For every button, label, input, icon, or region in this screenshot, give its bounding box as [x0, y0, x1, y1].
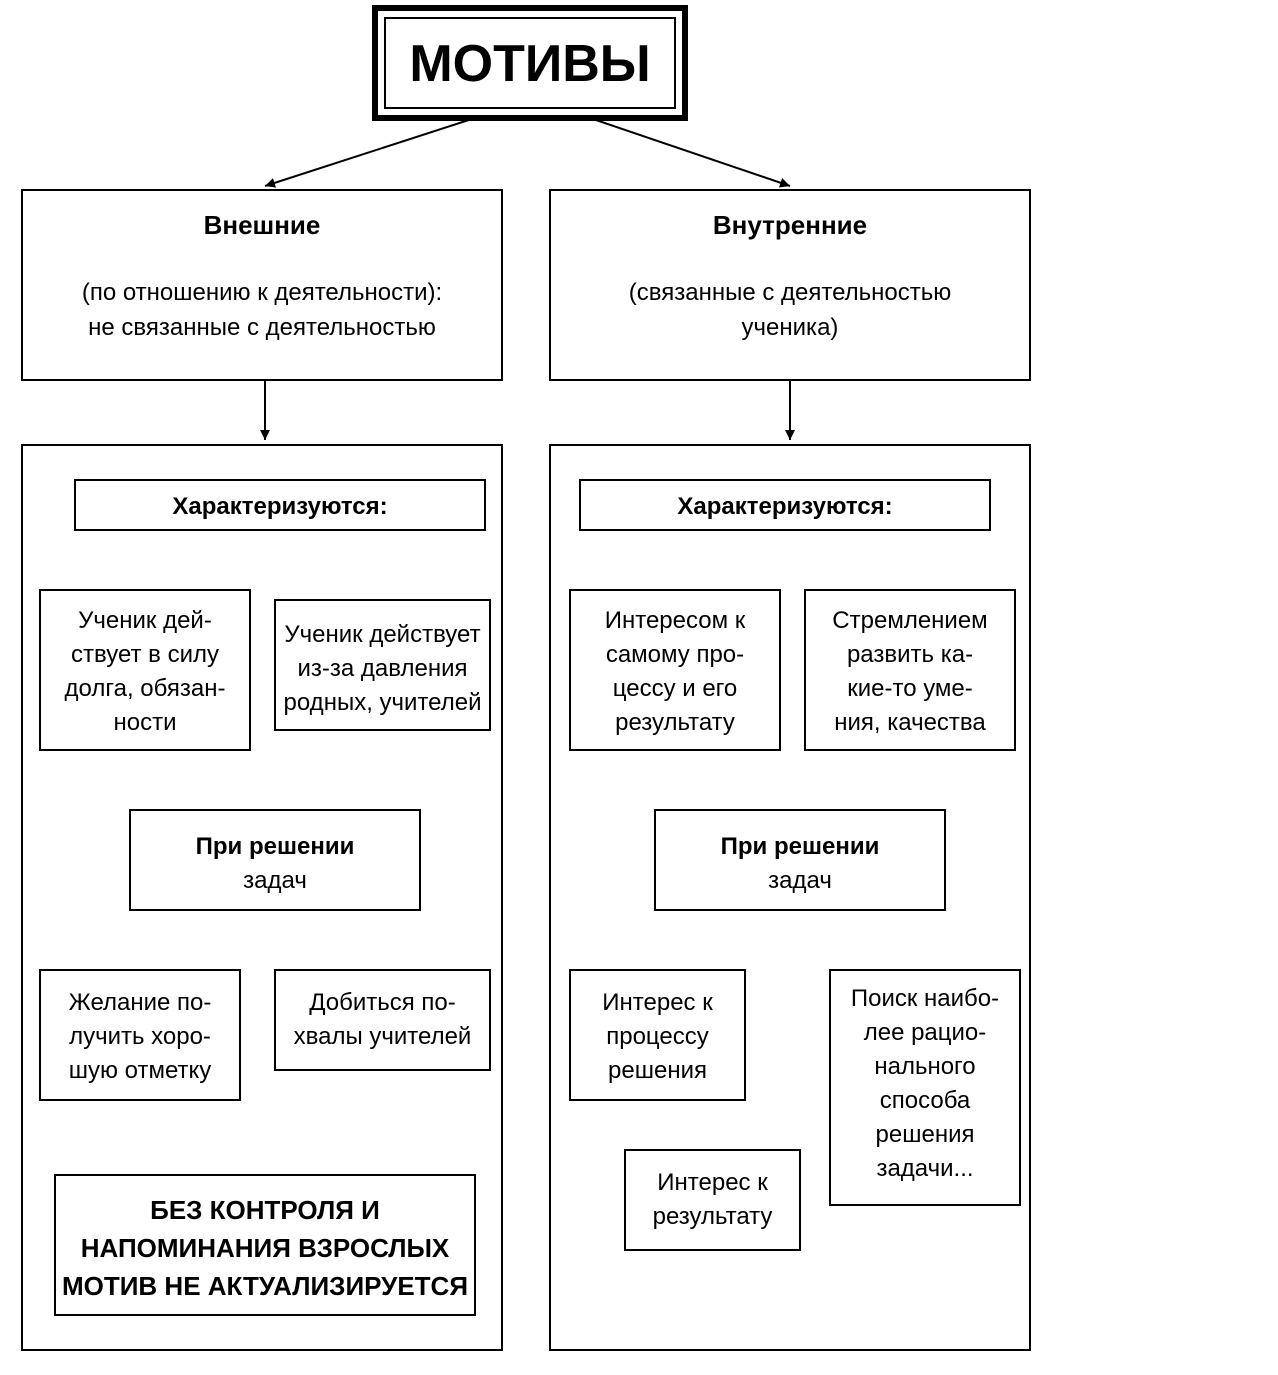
r-task-a-line2: решения [608, 1057, 707, 1084]
l-char-b-line2: родных, учителей [284, 689, 482, 716]
arrow [590, 118, 790, 186]
l-char-a-line1: ствует в силу [71, 641, 219, 668]
l-task-a-line2: шую отметку [69, 1057, 212, 1084]
r-char-b-line0: Стремлением [832, 607, 987, 634]
r-sub1: (связанные с деятельностью [629, 279, 952, 306]
r-task-b-line3: способа [880, 1087, 971, 1114]
r-heading: Внутренние [713, 210, 867, 240]
r-task-b-line2: нального [874, 1053, 975, 1080]
r-char-b-line2: кие-то уме- [847, 675, 973, 702]
l-sub2: не связанные с деятельностью [88, 314, 436, 341]
r-tasks-plain: задач [768, 867, 832, 894]
l-task-b-line1: хвалы учителей [294, 1023, 472, 1050]
l-tasks-plain: задач [243, 867, 307, 894]
r-char-a-line0: Интересом к [605, 607, 746, 634]
title-text: МОТИВЫ [409, 35, 650, 93]
l-bottom-line2: МОТИВ НЕ АКТУАЛИЗИРУЕТСЯ [62, 1271, 468, 1301]
r-char-b-line1: развить ка- [847, 641, 973, 668]
r-task-b-line4: решения [876, 1121, 975, 1148]
l-char-a-line3: ности [114, 709, 177, 736]
l-task-a-line0: Желание по- [69, 989, 212, 1016]
l-bottom-line1: НАПОМИНАНИЯ ВЗРОСЛЫХ [81, 1233, 450, 1263]
l-char-b-line0: Ученик действует [284, 621, 480, 648]
r-char-a-line2: цессу и его [613, 675, 738, 702]
r-task-a-line0: Интерес к [602, 989, 713, 1016]
r-task-a-line1: процессу [606, 1023, 709, 1050]
r-char-a-line1: самому про- [606, 641, 744, 668]
node-L_task_b [275, 970, 490, 1070]
l-char-label: Характеризуются: [172, 493, 387, 520]
l-task-a-line1: лучить хоро- [69, 1023, 211, 1050]
l-char-a-line2: долга, обязан- [65, 675, 226, 702]
l-bottom-line0: БЕЗ КОНТРОЛЯ И [150, 1195, 380, 1225]
r-sub2: ученика) [742, 314, 839, 341]
arrow [265, 118, 475, 186]
node-L_tasks [130, 810, 420, 910]
r-tasks-bold: При решении [721, 833, 880, 860]
l-sub1: (по отношению к деятельности): [82, 279, 442, 306]
r-char-b-line3: ния, качества [834, 709, 986, 736]
node-R_tasks [655, 810, 945, 910]
node-R_task_mid [625, 1150, 800, 1250]
r-task-b-line1: лее рацио- [864, 1019, 987, 1046]
r-task-b-line0: Поиск наибо- [851, 985, 999, 1012]
r-task-mid-line1: результату [653, 1203, 773, 1230]
l-char-a-line0: Ученик дей- [78, 607, 212, 634]
l-char-b-line1: из-за давления [298, 655, 468, 682]
r-task-b-line5: задачи... [876, 1155, 973, 1182]
r-char-label: Характеризуются: [677, 493, 892, 520]
motives-diagram: МОТИВЫ Внешние (по отношению к деятельност… [0, 0, 1278, 1375]
l-heading: Внешние [204, 210, 321, 240]
l-tasks-bold: При решении [196, 833, 355, 860]
l-task-b-line0: Добиться по- [309, 989, 456, 1016]
r-char-a-line3: результату [615, 709, 735, 736]
r-task-mid-line0: Интерес к [657, 1169, 768, 1196]
